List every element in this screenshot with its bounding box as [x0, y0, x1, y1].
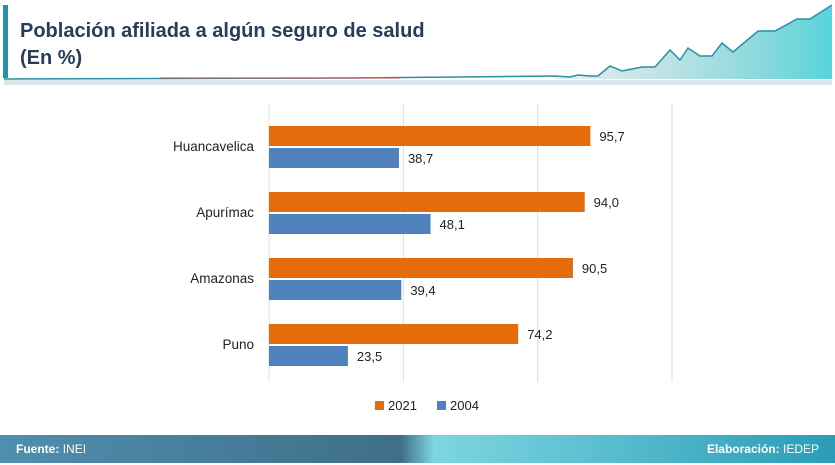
data-label: 94,0 [594, 195, 619, 210]
bar-2004 [269, 346, 348, 366]
header: Población afiliada a algún seguro de sal… [0, 0, 835, 86]
data-label: 74,2 [527, 327, 552, 342]
data-label: 90,5 [582, 261, 607, 276]
category-label: Apurímac [196, 205, 254, 220]
title-line1: Población afiliada a algún seguro de sal… [20, 20, 425, 42]
title-line2: (En %) [20, 47, 83, 69]
category-label: Amazonas [190, 271, 254, 286]
data-label: 23,5 [357, 349, 382, 364]
legend-swatch-2021 [375, 401, 384, 410]
source-value: INEI [62, 442, 87, 456]
data-label: 39,4 [410, 283, 435, 298]
accent-bar [3, 5, 8, 78]
credit-value: IEDEP [782, 442, 819, 456]
bar-2021 [269, 258, 573, 278]
data-label: 38,7 [408, 151, 433, 166]
bar-2021 [269, 324, 519, 344]
footer: Fuente: INEI Elaboración: IEDEP [0, 435, 835, 463]
data-label: 95,7 [599, 129, 624, 144]
category-label: Huancavelica [173, 139, 255, 154]
legend-label: 2021 [388, 398, 417, 413]
bar-chart: Huancavelica 95,7 38,7 Apurímac 94,0 48,1 Amaz… [173, 103, 673, 413]
data-label: 48,1 [440, 217, 465, 232]
bar-2004 [269, 148, 399, 168]
bar-2004 [269, 214, 431, 234]
legend-swatch-2004 [437, 401, 446, 410]
credit-label: Elaboración: [706, 442, 780, 456]
bar-2021 [269, 126, 591, 146]
bar-2021 [269, 192, 585, 212]
legend-label: 2004 [450, 398, 479, 413]
source-label: Fuente: [16, 442, 60, 456]
decorative-trend-line [3, 4, 833, 85]
chart-title: Población afiliada a algún seguro de sal… [20, 18, 425, 72]
bar-2004 [269, 280, 402, 300]
category-label: Puno [222, 337, 254, 352]
